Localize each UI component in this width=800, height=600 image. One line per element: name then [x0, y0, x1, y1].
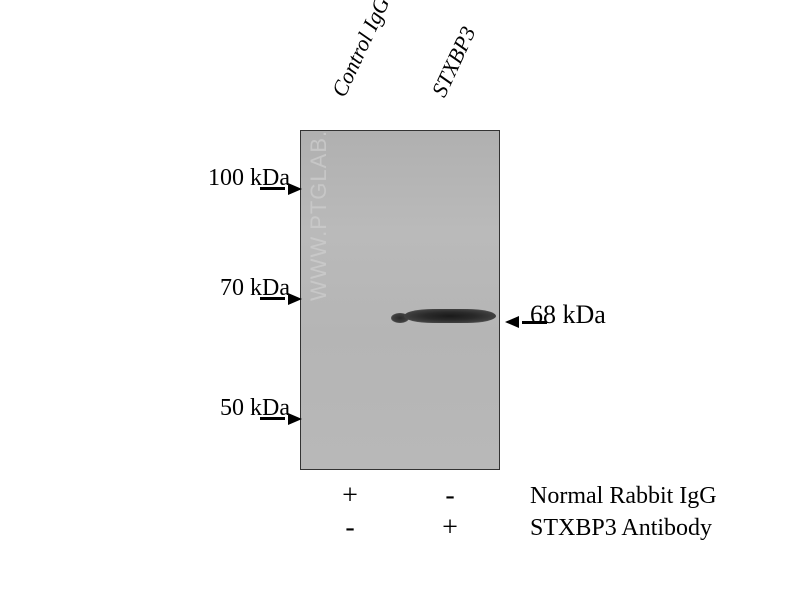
protein-band [404, 309, 496, 323]
marker-arrow-100 [260, 170, 302, 197]
condition-label-antibody: STXBP3 Antibody [530, 515, 712, 542]
condition-label-igg: Normal Rabbit IgG [530, 483, 717, 510]
condition-symbol: + [400, 512, 500, 544]
condition-symbol: - [400, 480, 500, 512]
conditions-table: + - Normal Rabbit IgG - + STXBP3 Antibod… [300, 480, 717, 544]
marker-arrow-50 [260, 400, 302, 427]
lane-label-control: Control IgG [326, 0, 395, 101]
watermark-text: WWW.PTGLAB.COM [306, 130, 332, 301]
lane-label-target: STXBP3 [426, 22, 481, 101]
condition-symbol: - [300, 512, 400, 544]
blot-figure: Control IgG STXBP3 WWW.PTGLAB.COM 100 kD… [50, 30, 750, 570]
target-band-label: 68 kDa [530, 300, 606, 330]
condition-row-igg: + - Normal Rabbit IgG [300, 480, 717, 512]
marker-arrow-70 [260, 280, 302, 307]
blot-membrane: WWW.PTGLAB.COM [300, 130, 500, 470]
condition-row-antibody: - + STXBP3 Antibody [300, 512, 717, 544]
condition-symbol: + [300, 480, 400, 512]
